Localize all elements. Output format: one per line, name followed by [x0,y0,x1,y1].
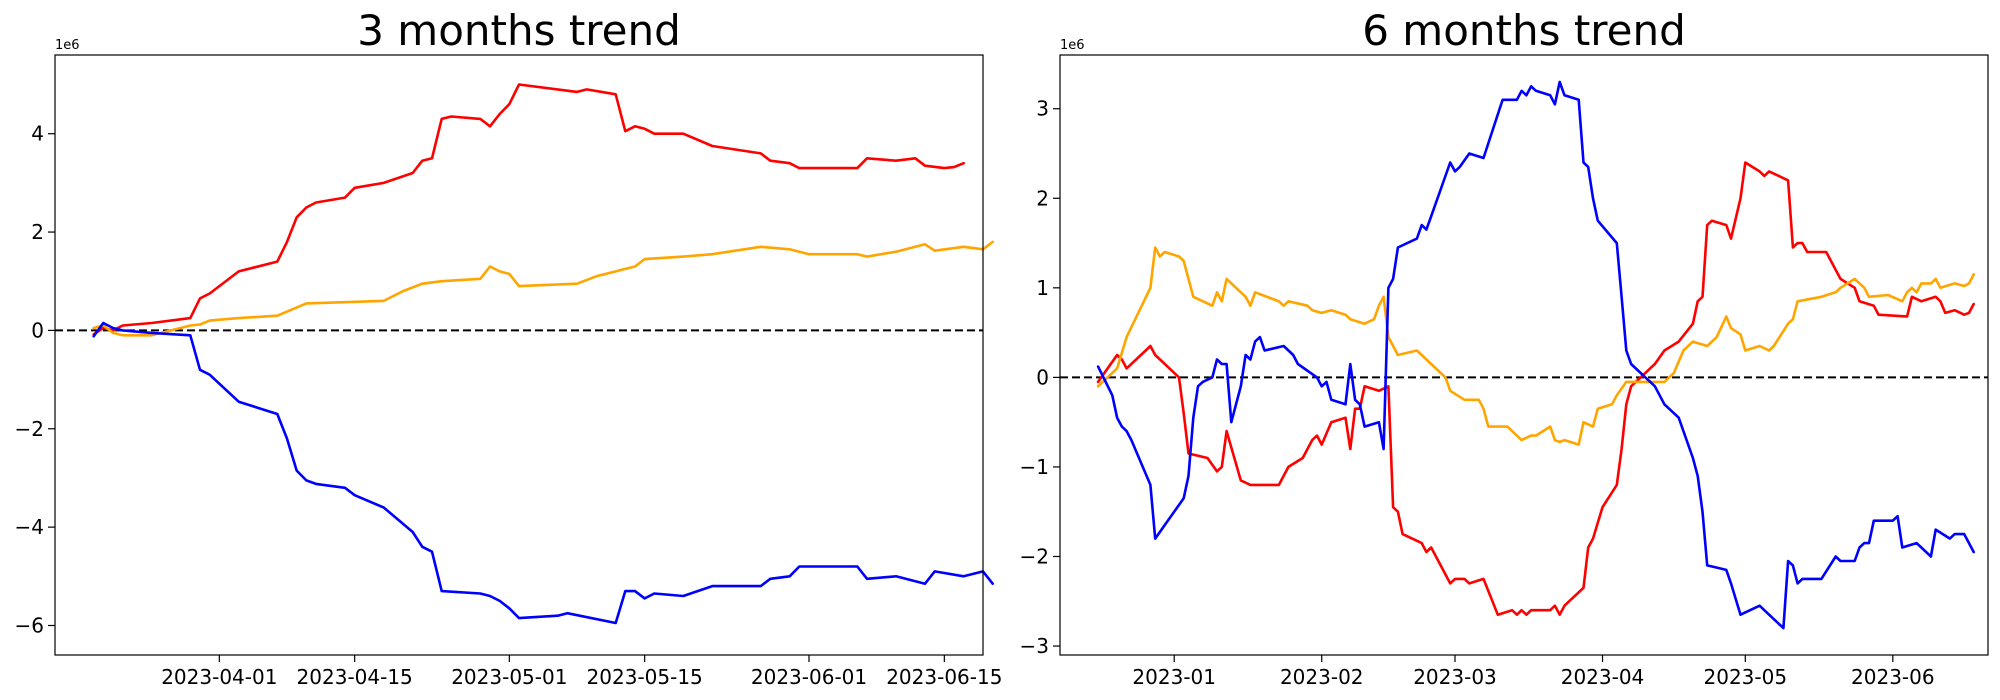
x-tick-label: 2023-06 [1851,665,1935,689]
series-line-2 [1096,246,1975,446]
y-tick-label: 1 [1036,276,1049,300]
series-line-2 [92,240,994,337]
x-tick-label: 2023-04-15 [297,665,413,689]
series-line-3 [1096,80,1975,630]
y-tick-label: −6 [15,613,44,637]
y-tick-label: −3 [1020,634,1049,658]
x-tick-label: 2023-06-15 [886,665,1002,689]
x-tick-label: 2023-04 [1561,665,1645,689]
x-tick-label: 2023-04-01 [161,665,277,689]
y-multiplier-label: 1e6 [1060,38,1085,53]
x-tick-label: 2023-01 [1132,665,1216,689]
y-tick-label: −1 [1020,455,1049,479]
y-tick-label: −2 [15,417,44,441]
chart-panel-2: 6 months trend 1e6 −3 −2 −1 0 1 2 3 2023-01 2023-0… [1020,6,1989,689]
y-tick-label: 0 [1036,365,1049,389]
chart-title: 3 months trend [357,6,681,55]
x-tick-label: 2023-03 [1413,665,1497,689]
x-tick-label: 2023-05-15 [587,665,703,689]
chart-title: 6 months trend [1362,6,1686,55]
x-tick-label: 2023-05 [1704,665,1788,689]
axes-frame [54,54,984,656]
y-tick-label: −4 [15,515,44,539]
x-tick-label: 2023-06-01 [751,665,867,689]
y-tick-label: 0 [31,318,44,342]
y-tick-label: 3 [1036,97,1049,121]
series-line-1 [1096,161,1975,616]
y-multiplier-label: 1e6 [55,38,80,53]
y-tick-label: −2 [1020,544,1049,568]
y-tick-label: 2 [31,220,44,244]
y-tick-label: 4 [31,122,44,146]
series-line-1 [92,83,965,336]
chart-panel-1: 3 months trend 1e6 −6 −4 −2 0 2 4 2023-04-01 2023… [15,6,1003,689]
x-tick-label: 2023-02 [1280,665,1364,689]
y-tick-label: 2 [1036,186,1049,210]
x-tick-label: 2023-05-01 [451,665,567,689]
axes-frame [1059,54,1989,656]
series-line-3 [92,321,994,625]
